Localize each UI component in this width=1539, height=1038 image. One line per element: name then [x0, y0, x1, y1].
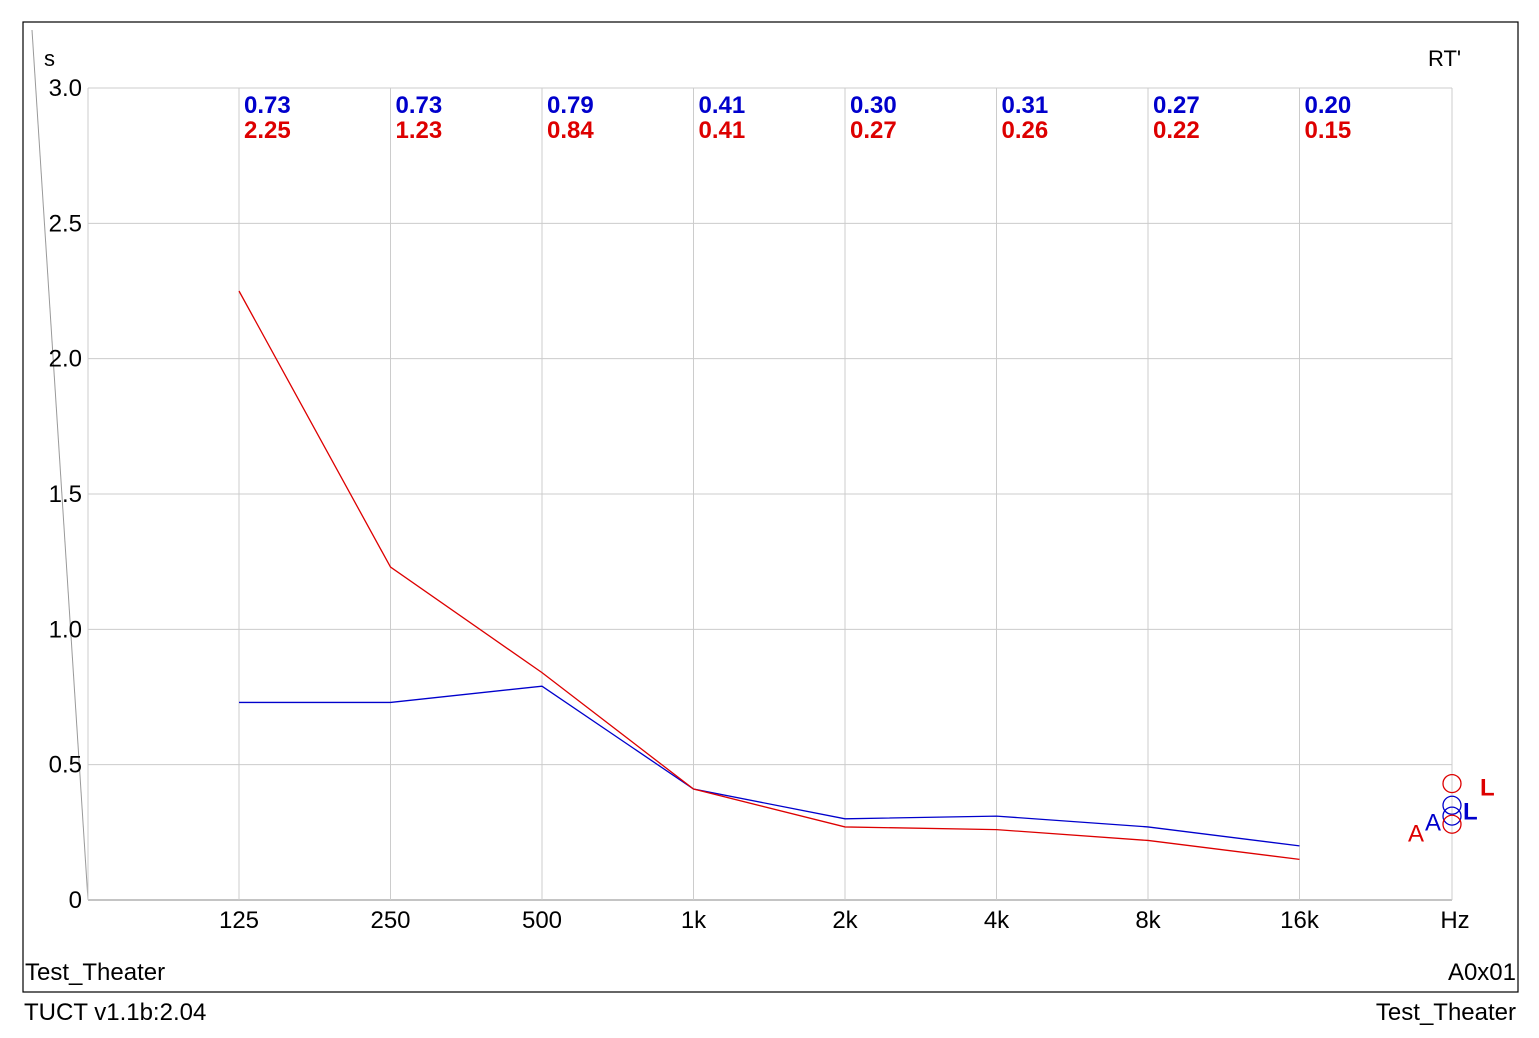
data-label: 0.26	[1002, 117, 1049, 144]
y-tick-label: 2.5	[49, 210, 82, 237]
left-edge-line	[31, 29, 89, 901]
legend-glyph: A	[1425, 810, 1441, 837]
x-tick-label: 4k	[984, 907, 1010, 934]
y-tick-label: 3.0	[49, 75, 82, 102]
y-tick-label: 0	[69, 887, 82, 914]
data-label-layer: 0.73 0.73 0.79 0.41 0.30 0.31 0.27 0.20 2.25 1.23…	[244, 92, 1351, 144]
chart-frame	[22, 21, 1519, 993]
data-label: 0.73	[396, 92, 443, 119]
legend-marker-circle	[1442, 806, 1462, 826]
y-tick-label: 1.5	[49, 481, 82, 508]
x-tick-layer: 125 250 500 1k 2k 4k 8k 16k	[219, 907, 1320, 934]
series-line-1	[238, 290, 1300, 861]
legend-glyph: A	[1408, 820, 1424, 847]
legend-glyph: L	[1480, 774, 1495, 801]
data-label: 0.22	[1153, 117, 1200, 144]
axis-layer: s RT' Hz	[44, 46, 1470, 934]
series-layer	[238, 290, 1300, 861]
data-label: 0.27	[1153, 92, 1200, 119]
data-label: 0.15	[1305, 117, 1352, 144]
y-tick-label: 1.0	[49, 616, 82, 643]
y-tick-layer: 0 0.5 1.0 1.5 2.0 2.5 3.0	[49, 75, 82, 914]
data-label: 2.25	[244, 117, 291, 144]
data-label: 0.30	[850, 92, 897, 119]
y-tick-label: 0.5	[49, 752, 82, 779]
data-label: 0.41	[699, 117, 746, 144]
y-tick-label: 2.0	[49, 346, 82, 373]
x-tick-label: 16k	[1280, 907, 1320, 934]
x-tick-label: 250	[370, 907, 410, 934]
data-label: 0.20	[1305, 92, 1352, 119]
legend-marker-circle	[1442, 814, 1462, 834]
data-label: 0.84	[547, 117, 594, 144]
x-tick-label: 125	[219, 907, 259, 934]
grid-layer	[87, 87, 1453, 901]
x-tick-label: 2k	[832, 907, 858, 934]
series-line-0	[239, 685, 1300, 847]
data-label: 0.27	[850, 117, 897, 144]
data-label: 0.79	[547, 92, 594, 119]
data-label: 1.23	[396, 117, 443, 144]
footer-outer-right: Test_Theater	[1376, 999, 1516, 1026]
footer-inner-right: A0x01	[1448, 959, 1516, 986]
footer-outer-left: TUCT v1.1b:2.04	[24, 999, 206, 1026]
legend-glyph: L	[1463, 799, 1478, 826]
x-tick-label: 500	[522, 907, 562, 934]
data-label: 0.31	[1002, 92, 1049, 119]
footer-inner-left: Test_Theater	[25, 959, 165, 986]
data-label: 0.41	[699, 92, 746, 119]
corner-title: RT'	[1428, 46, 1461, 71]
x-unit-label: Hz	[1440, 907, 1469, 934]
legend-marker-circle	[1442, 773, 1462, 794]
x-tick-label: 1k	[681, 907, 707, 934]
data-label: 0.73	[244, 92, 291, 119]
y-unit-label: s	[44, 46, 55, 71]
x-tick-label: 8k	[1135, 907, 1161, 934]
legend-marker-circle	[1442, 795, 1462, 815]
